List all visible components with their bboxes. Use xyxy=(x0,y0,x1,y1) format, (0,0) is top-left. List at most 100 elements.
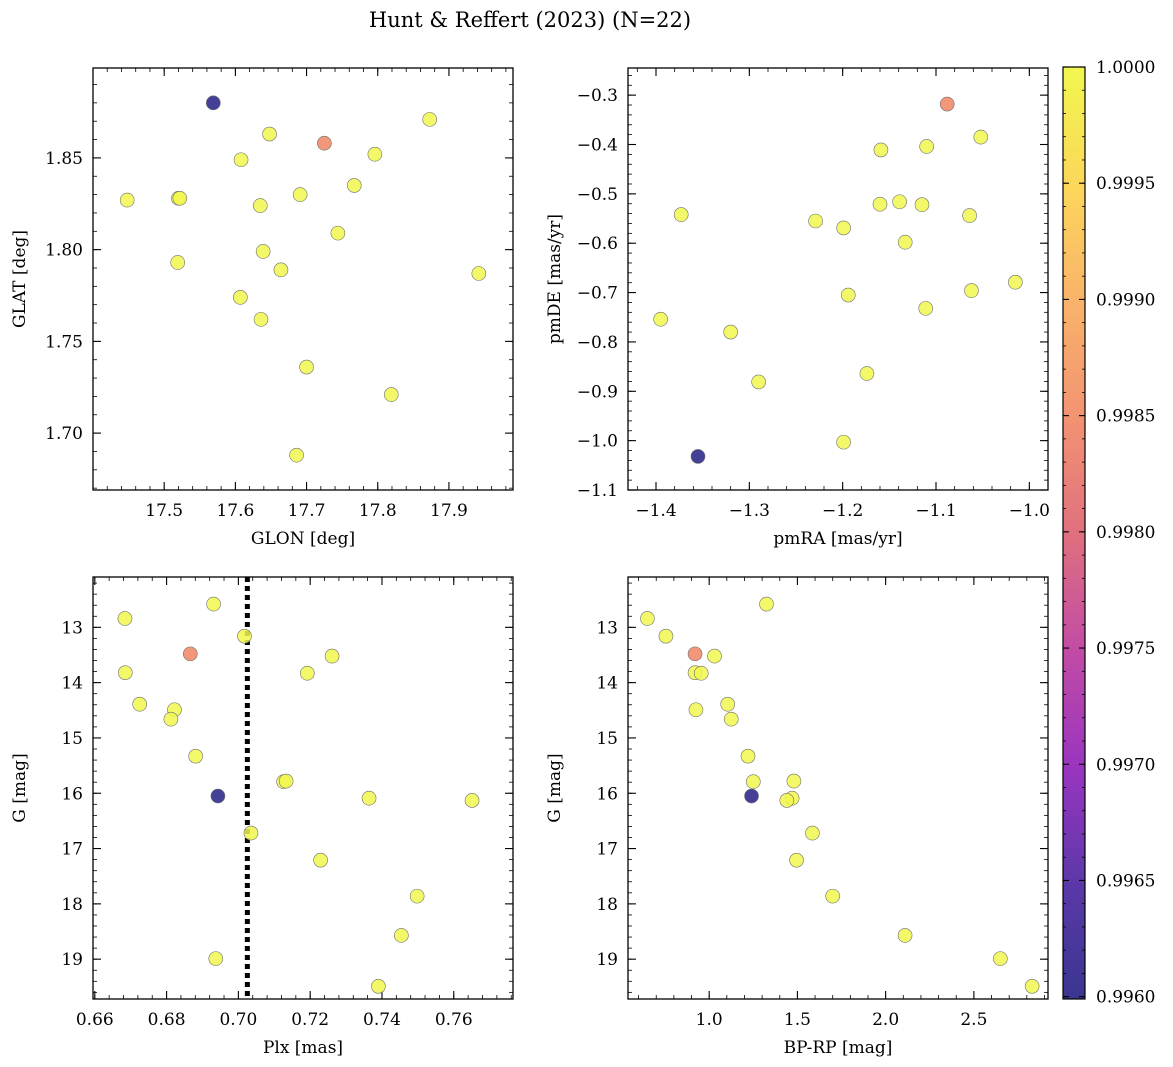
x-tick-label: 2.0 xyxy=(872,1010,899,1030)
y-tick-label: −0.7 xyxy=(577,284,618,304)
x-tick-label: 0.72 xyxy=(291,1010,329,1030)
axes-frame xyxy=(92,576,514,1000)
data-point xyxy=(464,793,480,808)
data-point xyxy=(939,96,955,112)
axes-frame xyxy=(627,576,1049,1000)
axes-frame xyxy=(627,67,1049,491)
data-point xyxy=(640,611,655,626)
data-point xyxy=(892,194,907,210)
data-point xyxy=(745,774,761,789)
x-tick-label: 0.70 xyxy=(219,1010,257,1030)
x-tick-label: 17.8 xyxy=(359,501,397,521)
data-point xyxy=(299,359,314,375)
data-point xyxy=(751,374,766,390)
data-point xyxy=(962,208,977,223)
x-axis-label: BP-RP [mag] xyxy=(784,1038,893,1058)
colorbar-tick-label: 0.9975 xyxy=(1096,639,1155,659)
colorbar-tick-label: 0.9990 xyxy=(1096,290,1155,310)
x-tick-label: 1.5 xyxy=(784,1010,811,1030)
data-point xyxy=(233,152,249,168)
y-tick-label: 18 xyxy=(596,895,618,915)
data-point xyxy=(132,696,147,712)
data-point xyxy=(993,951,1008,966)
data-point xyxy=(872,196,888,212)
y-tick-label: 14 xyxy=(61,674,83,694)
y-tick-label: −1.1 xyxy=(577,481,618,501)
data-point xyxy=(243,825,259,841)
data-point xyxy=(255,244,271,259)
data-point xyxy=(206,95,221,111)
data-point xyxy=(723,711,739,727)
x-tick-label: 17.9 xyxy=(430,501,468,521)
data-point xyxy=(673,207,689,222)
data-point xyxy=(897,928,913,943)
data-point xyxy=(182,646,198,662)
y-tick-label: −0.9 xyxy=(577,382,618,402)
x-axis-label: Plx [mas] xyxy=(263,1038,343,1058)
data-point xyxy=(273,262,289,278)
data-point xyxy=(313,852,328,868)
data-point xyxy=(324,648,340,664)
data-point xyxy=(172,190,188,206)
data-point xyxy=(330,225,346,241)
data-point xyxy=(1008,274,1023,290)
x-tick-label: −1.0 xyxy=(1009,501,1050,521)
data-point xyxy=(292,187,308,202)
data-point xyxy=(836,434,851,450)
data-point xyxy=(367,146,383,162)
colorbar-tick-label: 0.9985 xyxy=(1096,407,1155,427)
x-tick-label: 1.0 xyxy=(696,1010,723,1030)
colorbar-ticks: 0.9960 0.9965 0.9970 0.9975 0.9980 0.9985 0.99… xyxy=(1063,58,1155,1008)
x-tick-label: −1.3 xyxy=(729,501,770,521)
data-point xyxy=(346,178,362,193)
data-point xyxy=(361,790,377,806)
panel-3: 0.66 0.68 0.70 0.72 0.74 0.76 13 14 15 16 17 18 19 Pl… xyxy=(10,576,514,1058)
data-point xyxy=(919,139,934,154)
data-point xyxy=(119,192,135,208)
data-point xyxy=(170,255,186,270)
data-point xyxy=(118,665,133,680)
data-point xyxy=(687,646,703,662)
axes-frame xyxy=(92,67,514,491)
data-point xyxy=(973,129,989,145)
data-point xyxy=(262,126,277,142)
y-tick-label: 16 xyxy=(596,784,618,804)
y-axis-label: G [mag] xyxy=(545,753,565,822)
y-tick-label: 1.70 xyxy=(45,424,83,444)
colorbar-tick-label: 0.9995 xyxy=(1096,174,1155,194)
x-tick-label: −1.4 xyxy=(635,501,676,521)
data-point xyxy=(278,773,294,789)
y-tick-label: 18 xyxy=(61,895,83,915)
data-point xyxy=(840,287,856,303)
panel-4: 1.0 1.5 2.0 2.5 13 14 15 16 17 18 19 BP-RP [mag] G [… xyxy=(545,576,1049,1058)
data-point xyxy=(914,197,930,213)
data-point xyxy=(779,793,795,808)
y-tick-label: 13 xyxy=(596,618,618,638)
panel-2: −1.4 −1.3 −1.2 −1.1 −1.0 −1.1 −1.0 −0.9 −0.8 −0.7… xyxy=(545,67,1050,549)
colorbar-tick-label: 0.9965 xyxy=(1096,871,1155,891)
data-point xyxy=(206,596,221,612)
data-point xyxy=(918,301,934,316)
colorbar-tick-label: 0.9960 xyxy=(1096,988,1155,1008)
y-axis-label: GLAT [deg] xyxy=(10,230,30,328)
x-tick-label: 17.6 xyxy=(216,501,254,521)
figure-title: Hunt & Reffert (2023) (N=22) xyxy=(369,8,691,32)
data-point xyxy=(740,748,756,764)
x-axis-label: GLON [deg] xyxy=(251,529,355,549)
y-tick-label: 1.85 xyxy=(45,149,83,169)
y-axis-label: G [mag] xyxy=(10,753,30,822)
data-point xyxy=(117,611,133,626)
data-point xyxy=(422,112,438,127)
y-tick-label: 19 xyxy=(61,950,83,970)
data-point xyxy=(163,711,179,727)
y-tick-label: 16 xyxy=(61,784,83,804)
data-point xyxy=(371,978,386,994)
y-tick-label: −0.8 xyxy=(577,333,618,353)
y-axis-label: pmDE [mas/yr] xyxy=(545,214,565,344)
y-tick-label: 15 xyxy=(61,729,83,749)
y-tick-label: −0.4 xyxy=(577,136,618,156)
y-tick-label: −0.6 xyxy=(577,234,618,254)
data-point xyxy=(873,142,889,158)
data-point xyxy=(859,366,875,381)
